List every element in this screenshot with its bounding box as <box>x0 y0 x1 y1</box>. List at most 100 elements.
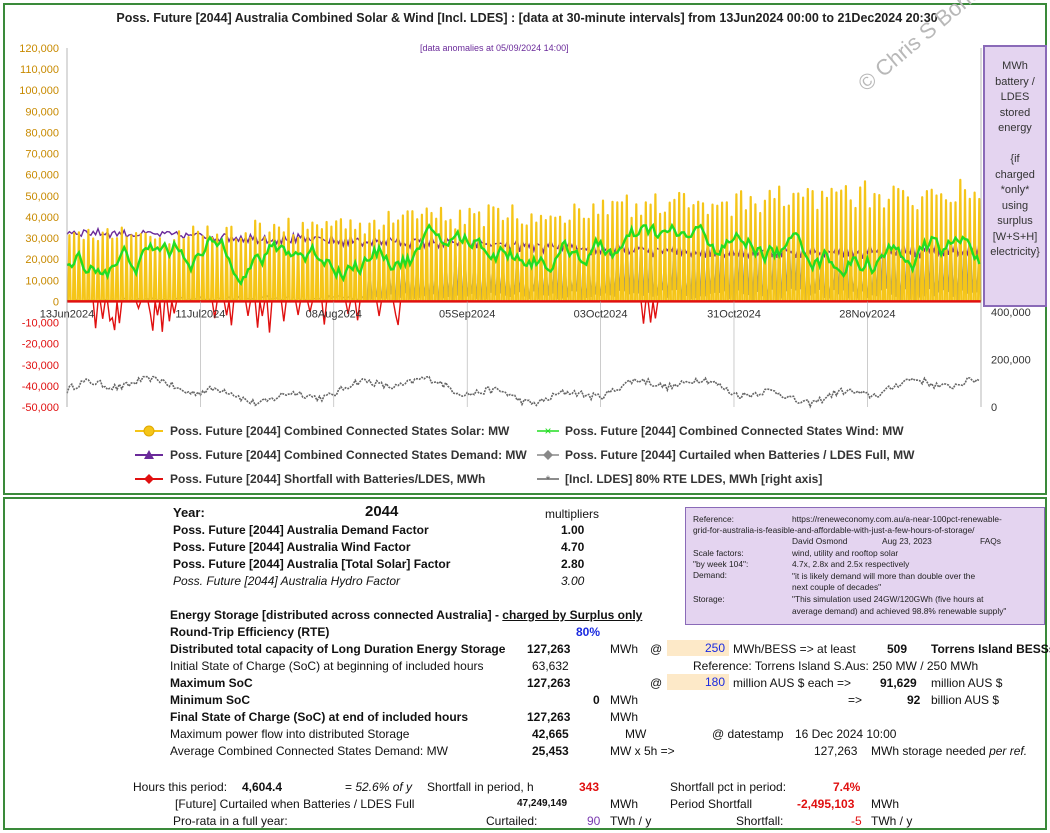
curtailed-value: 47,249,149 <box>517 798 568 809</box>
bess-count: 509 <box>887 642 908 656</box>
legend-marker-diamond <box>543 450 553 460</box>
legend-label: Poss. Future [2044] Curtailed when Batte… <box>565 448 915 462</box>
year-value: 2044 <box>365 503 399 520</box>
rte-value: 80% <box>576 625 601 639</box>
hours-pct: = 52.6% of y <box>345 780 413 794</box>
chart-panel: 120,000 110,000 100,000 90,000 80,000 70,000 6… <box>3 0 1047 495</box>
x-tick-label: 08Aug2024 <box>306 308 362 320</box>
shortfall-pct-label: Shortfall pct in period: <box>670 780 787 794</box>
capacity-value: 127,263 <box>527 642 571 656</box>
avg-demand-label: Average Combined Connected States Demand… <box>170 744 448 758</box>
legend-label: Poss. Future [2044] Combined Connected S… <box>170 448 527 462</box>
scale-text: wind, utility and rooftop solar <box>792 548 899 558</box>
at-sign-1: @ <box>650 642 663 656</box>
final-soc-unit: MWh <box>610 710 638 724</box>
x-tick-label: 11Jul2024 <box>175 308 225 320</box>
max-power-unit: MW <box>625 727 647 741</box>
capacity-label: Distributed total capacity of Long Durat… <box>170 642 506 656</box>
cost-total-million: 91,629 <box>880 676 917 690</box>
capacity-unit: MWh <box>610 642 638 656</box>
max-power-label: Maximum power flow into distributed Stor… <box>170 727 410 741</box>
datestamp-label: @ datestamp <box>712 727 784 741</box>
solar-factor-value: 2.80 <box>561 557 585 571</box>
prorata-shortfall-value: -5 <box>851 814 862 828</box>
curtailed-unit: MWh <box>610 797 638 811</box>
legend-marker-circle <box>143 425 155 437</box>
scale-label: Scale factors: <box>693 548 744 558</box>
hours-label: Hours this period: <box>133 780 228 794</box>
curtailed-label: [Future] Curtailed when Batteries / LDES… <box>175 797 415 811</box>
y-tick-label: 10,000 <box>25 275 59 287</box>
legend-label: [Incl. LDES] 80% RTE LDES, MWh [right ax… <box>565 472 822 486</box>
ref-faqs[interactable]: FAQs <box>980 536 1001 546</box>
legend-item: × Poss. Future [2044] Combined Connected … <box>537 424 904 438</box>
y-tick-label: 120,000 <box>19 43 59 55</box>
prorata-label: Pro-rata in a full year: <box>173 814 288 828</box>
demand-factor-value: 1.00 <box>561 523 585 537</box>
storage-series <box>66 375 980 409</box>
storage-needed-value: 127,263 <box>814 744 858 758</box>
demand-text-1: "it is likely demand will more than doub… <box>792 571 976 581</box>
legend-item: Poss. Future [2044] Combined Connected S… <box>135 424 510 438</box>
max-power-value: 42,665 <box>532 727 569 741</box>
legend-item: Poss. Future [2044] Shortfall with Batte… <box>135 472 485 486</box>
shortfall-hours-label: Shortfall in period, h <box>427 780 534 794</box>
x-tick-label: 28Nov2024 <box>839 308 895 320</box>
storage-text-1: "This simulation used 24GW/120GWh (five … <box>792 594 984 604</box>
y-tick-label: 110,000 <box>20 64 59 76</box>
legend-item: Poss. Future [2044] Curtailed when Batte… <box>537 448 915 462</box>
plot-area <box>66 178 982 409</box>
y-tick-label: 0 <box>53 296 59 308</box>
datestamp-value: 16 Dec 2024 10:00 <box>795 727 897 741</box>
demand-text-2: next couple of decades" <box>792 582 882 592</box>
cost-each-input[interactable]: 180 <box>667 674 729 690</box>
ref-url-line-2[interactable]: grid-for-australia-is-feasible-and-affor… <box>693 525 975 535</box>
period-shortfall-label: Period Shortfall <box>670 797 753 811</box>
week-text: 4.7x, 2.8x and 2.5x respectively <box>792 559 910 569</box>
prorata-shortfall-unit: TWh / y <box>871 814 913 828</box>
arrow: => <box>848 693 863 707</box>
y-tick-label: -20,000 <box>22 339 59 351</box>
prorata-curtailed-label: Curtailed: <box>486 814 538 828</box>
initial-soc-value: 63,632 <box>532 659 569 673</box>
wind-factor-value: 4.70 <box>561 540 585 554</box>
legend: Poss. Future [2044] Combined Connected S… <box>135 424 915 487</box>
torrens-reference: Reference: Torrens Island S.Aus: 250 MW … <box>693 659 979 673</box>
legend-marker-x: × <box>544 424 551 438</box>
legend-item: * [Incl. LDES] 80% RTE LDES, MWh [right a… <box>537 472 822 487</box>
demand-label: Demand: <box>693 570 727 580</box>
shortfall-hours-value: 343 <box>579 780 600 794</box>
legend-marker-triangle <box>144 450 154 459</box>
cost-total-million-unit: million AUS $ <box>931 676 1003 690</box>
y2-tick-label: 200,000 <box>991 354 1031 366</box>
period-shortfall-value: -2,495,103 <box>797 797 855 811</box>
y-tick-label: 20,000 <box>25 254 59 266</box>
max-soc-value: 127,263 <box>527 676 571 690</box>
solar-factor-label: Poss. Future [2044] Australia [Total Sol… <box>173 557 451 571</box>
max-soc-label: Maximum SoC <box>170 676 253 690</box>
rte-label: Round-Trip Efficiency (RTE) <box>170 625 330 639</box>
avg-demand-unit: MW x 5h => <box>610 744 675 758</box>
storage-heading: Energy Storage [distributed across conne… <box>170 608 643 622</box>
legend-label: Poss. Future [2044] Combined Connected S… <box>565 424 904 438</box>
reference-box: Reference: https://reneweconomy.com.au/a… <box>685 507 1045 625</box>
bess-size-input[interactable]: 250 <box>667 640 729 656</box>
ref-author: David Osmond <box>792 536 848 546</box>
multipliers-label: multipliers <box>545 507 600 521</box>
y-tick-label: -30,000 <box>22 360 59 372</box>
x-tick-label: 31Oct2024 <box>707 308 761 320</box>
y-tick-label: 90,000 <box>25 106 59 118</box>
storage-label: Storage: <box>693 594 725 604</box>
legend-marker-diamond <box>144 474 154 484</box>
storage-axis-label-box: MWh battery / LDES stored energy {if cha… <box>983 45 1047 307</box>
y-tick-label: 30,000 <box>25 233 59 245</box>
y-tick-label: -10,000 <box>22 318 59 330</box>
storage-text-2: average demand) and achieved 98.8% renew… <box>792 606 1007 616</box>
ref-url-line-1[interactable]: https://reneweconomy.com.au/a-near-100pc… <box>792 514 1002 524</box>
demand-factor-label: Poss. Future [2044] Australia Demand Fac… <box>173 523 429 537</box>
at-sign-2: @ <box>650 676 663 690</box>
hydro-factor-value: 3.00 <box>561 574 585 588</box>
storage-needed-text: MWh storage needed per ref. <box>871 744 1028 758</box>
cost-total-billion: 92 <box>907 693 921 707</box>
final-soc-label: Final State of Charge (SoC) at end of in… <box>170 710 469 724</box>
